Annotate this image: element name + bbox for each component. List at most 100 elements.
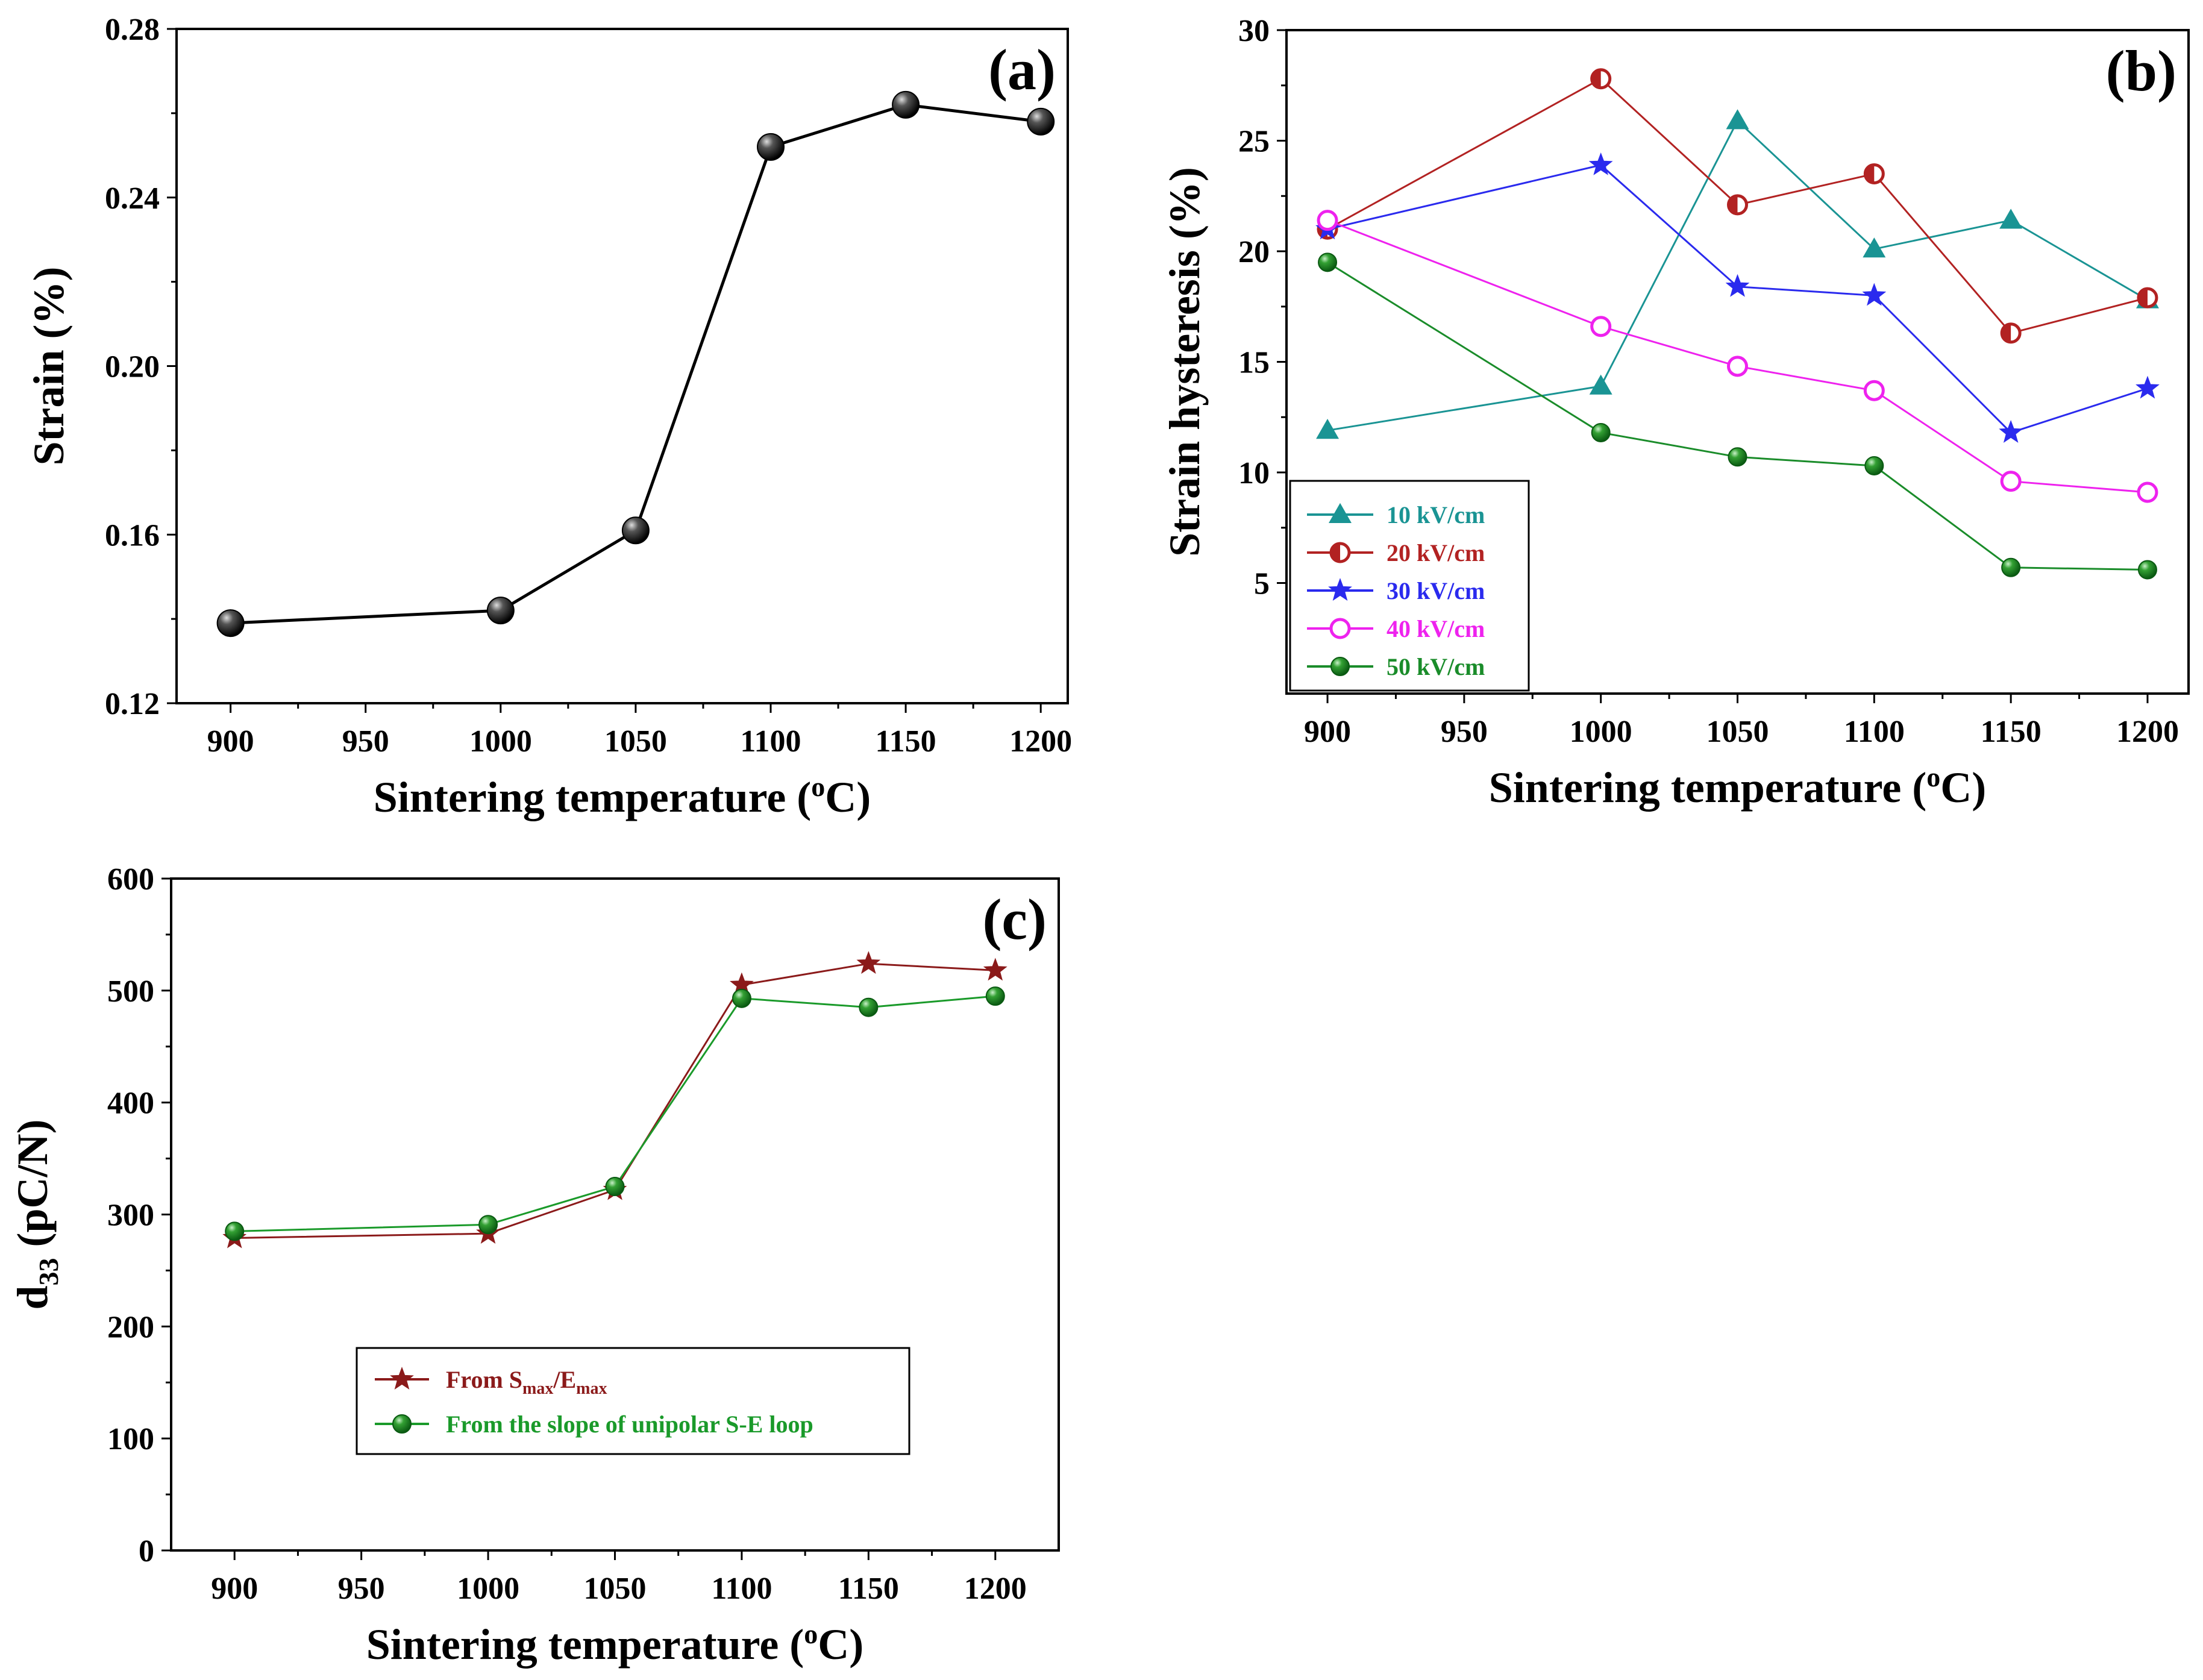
data-point (983, 958, 1007, 981)
x-tick-label: 950 (338, 1572, 385, 1606)
x-tick-label: 1000 (457, 1572, 519, 1606)
data-point (1726, 109, 1749, 130)
legend-marker (1328, 578, 1352, 601)
series-40-kv-cm (1317, 210, 2158, 503)
y-tick-label: 600 (107, 862, 154, 897)
y-tick-label: 0.20 (105, 350, 160, 384)
data-point (1727, 356, 1748, 377)
data-point (1999, 208, 2023, 229)
series-line (1327, 219, 2148, 494)
x-tick-label: 1100 (740, 724, 801, 759)
data-point (757, 133, 785, 161)
data-point-fill (2138, 289, 2148, 307)
data-point (1591, 422, 1611, 442)
x-tick-label: 1200 (2116, 715, 2179, 749)
panel-b-hysteresis-chart: 900 950 1000 1050 1100 1150 1200 5 10 15 20 25 30 Sin… (1161, 14, 2190, 812)
data-point (892, 90, 920, 119)
x-tick-label: 900 (207, 724, 254, 759)
legend-label: 50 kV/cm (1387, 653, 1485, 680)
legend-marker (392, 1414, 412, 1434)
legend-label: From Smax/Emax (446, 1366, 607, 1398)
y-axis-title: Strain hysteresis (%) (1161, 167, 1209, 557)
series-line (1327, 262, 2148, 571)
x-tick-label: 1050 (1706, 715, 1769, 749)
series-line (234, 962, 995, 1239)
legend-label: From the slope of unipolar S-E loop (446, 1411, 813, 1438)
data-point-fill (1591, 69, 1601, 88)
data-point (1999, 419, 2023, 443)
y-tick-label: 5 (1254, 567, 1270, 601)
data-point (732, 988, 751, 1008)
series-line (1327, 77, 2148, 334)
data-point (216, 609, 245, 638)
x-tick-label: 950 (1441, 715, 1488, 749)
data-point (1725, 274, 1750, 297)
data-point (856, 951, 881, 974)
y-axis-title: d33 (pC/N) (8, 1119, 64, 1309)
data-point-fill (2002, 324, 2011, 342)
x-axis-title: Sintering temperature (oC) (1489, 762, 1987, 812)
x-axis-title: Sintering temperature (oC) (374, 771, 871, 821)
series-0 (216, 90, 1055, 638)
legend-box (356, 1347, 910, 1455)
x-tick-label: 1200 (1009, 724, 1072, 759)
data-point (486, 597, 515, 625)
series-from-smax-emax (222, 951, 1007, 1249)
plot-frame (175, 28, 1069, 704)
data-point (2001, 557, 2021, 577)
data-point (621, 516, 650, 545)
x-tick-label: 1200 (964, 1572, 1027, 1606)
data-point (1863, 380, 1885, 401)
series-line (1327, 119, 2148, 431)
y-tick-label: 0.24 (105, 181, 160, 216)
x-axis-title: Sintering temperature (oC) (366, 1619, 864, 1669)
data-point-fill (1728, 195, 1738, 214)
y-tick-label: 100 (107, 1422, 154, 1456)
legend-label: 30 kV/cm (1387, 577, 1485, 604)
y-tick-label: 25 (1238, 125, 1270, 159)
data-point (2000, 471, 2022, 492)
y-tick-label: 400 (107, 1086, 154, 1121)
data-point (2136, 375, 2160, 399)
data-point-fill (1865, 165, 1875, 183)
y-tick-label: 0 (139, 1534, 154, 1569)
panel-label: (c) (982, 887, 1047, 951)
data-point (859, 997, 879, 1017)
legend-label: 40 kV/cm (1387, 615, 1485, 642)
y-tick-label: 15 (1238, 346, 1270, 380)
y-tick-label: 300 (107, 1199, 154, 1233)
legend-marker (1329, 618, 1351, 639)
data-point (1316, 419, 1340, 439)
y-tick-label: 20 (1238, 235, 1270, 269)
data-point (1318, 252, 1338, 272)
legend-marker-fill (1331, 544, 1340, 562)
y-axis-title: Strain (%) (25, 267, 73, 466)
legend-label: 10 kV/cm (1387, 501, 1485, 528)
data-point (2137, 560, 2157, 580)
x-tick-label: 950 (342, 724, 389, 759)
data-point (985, 986, 1005, 1006)
panel-label: (b) (2106, 39, 2176, 103)
x-tick-label: 1050 (604, 724, 667, 759)
x-tick-label: 1150 (1981, 715, 2042, 749)
x-tick-label: 1100 (1844, 715, 1905, 749)
x-tick-label: 900 (211, 1572, 258, 1606)
x-tick-label: 1150 (876, 724, 936, 759)
series-20-kv-cm (1317, 68, 2158, 344)
data-point (605, 1177, 625, 1197)
y-tick-label: 0.16 (105, 518, 160, 553)
data-point (1589, 374, 1612, 395)
y-tick-label: 10 (1238, 456, 1270, 491)
x-tick-label: 900 (1304, 715, 1351, 749)
panel-label: (a) (988, 37, 1056, 102)
data-point (225, 1221, 245, 1241)
x-tick-label: 1100 (711, 1572, 772, 1606)
series-line (234, 995, 995, 1232)
y-tick-label: 0.12 (105, 687, 160, 721)
series-from-the-slope-of-unipolar-s-e-loop (225, 986, 1005, 1241)
y-tick-label: 30 (1238, 14, 1270, 48)
series-50-kv-cm (1318, 252, 2157, 580)
x-tick-label: 1000 (469, 724, 532, 759)
data-point (1864, 456, 1884, 475)
